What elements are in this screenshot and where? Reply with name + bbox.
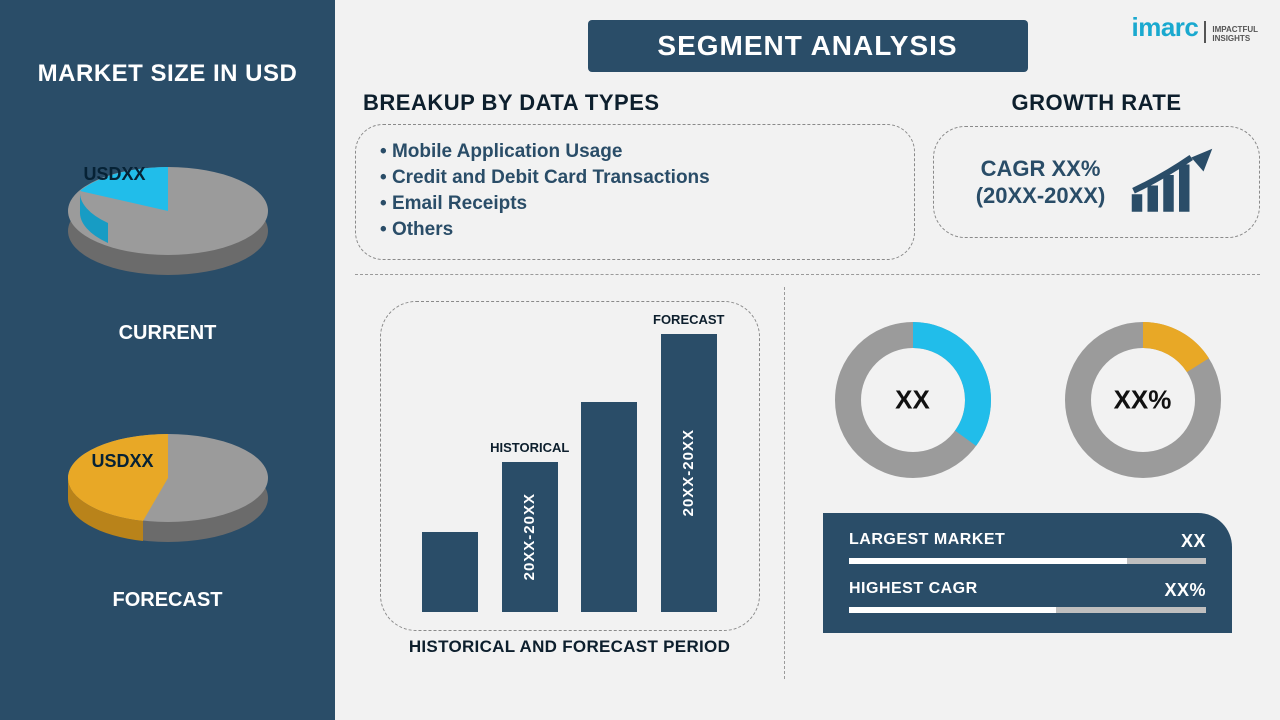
growth-rate-text: CAGR XX%(20XX-20XX) [976, 155, 1106, 210]
list-item: Email Receipts [380, 191, 890, 217]
left-panel: MARKET SIZE IN USD USDXX CURRENT USDXX F… [0, 0, 335, 720]
pie-forecast-caption: FORECAST [113, 589, 223, 612]
market-size-title: MARKET SIZE IN USD [38, 60, 298, 88]
info-row-cagr: HIGHEST CAGR XX% [849, 580, 1206, 613]
list-item: Others [380, 217, 890, 243]
bar: 20XX-20XX [661, 334, 717, 612]
bar [581, 402, 637, 612]
data-types-list: Mobile Application Usage Credit and Debi… [380, 139, 890, 243]
info-value: XX% [1164, 580, 1206, 601]
info-row-largest: LARGEST MARKET XX [849, 531, 1206, 564]
right-panel: imarc IMPACTFULINSIGHTS SEGMENT ANALYSIS… [335, 0, 1280, 720]
growth-rate-card: CAGR XX%(20XX-20XX) [933, 126, 1260, 238]
segment-analysis-banner: SEGMENT ANALYSIS [588, 20, 1028, 72]
donut-right-value: XX% [1114, 385, 1172, 416]
growth-rate-title: GROWTH RATE [933, 90, 1260, 116]
divider [355, 274, 1260, 275]
pie-current-caption: CURRENT [119, 322, 217, 345]
logo-divider [1204, 21, 1206, 43]
logo-brand: imarc [1131, 12, 1198, 43]
bar-top-label: FORECAST [653, 312, 725, 327]
info-bar-fill [849, 607, 1056, 613]
list-item: Credit and Debit Card Transactions [380, 165, 890, 191]
list-item: Mobile Application Usage [380, 139, 890, 165]
pie-current-value: USDXX [84, 164, 146, 185]
donut-left-value: XX [895, 385, 930, 416]
bar-chart: HISTORICAL 20XX-20XX FORECAST 20XX-20XX [380, 301, 760, 631]
pie-forecast-value: USDXX [92, 451, 154, 472]
bottom-right-section: XX XX% LARGEST MARKET XX HIGHE [785, 287, 1260, 679]
pie-forecast: USDXX [38, 385, 298, 585]
bar [422, 532, 478, 612]
logo: imarc IMPACTFULINSIGHTS [1131, 12, 1258, 43]
donut-row: XX XX% [823, 315, 1232, 485]
info-bar-fill [849, 558, 1127, 564]
bar: 20XX-20XX [502, 462, 558, 612]
bar-top-label: HISTORICAL [490, 440, 569, 455]
top-row: BREAKUP BY DATA TYPES Mobile Application… [355, 90, 1260, 260]
historical-forecast-section: HISTORICAL 20XX-20XX FORECAST 20XX-20XX HIS… [355, 287, 785, 679]
logo-tagline: IMPACTFULINSIGHTS [1212, 26, 1258, 43]
data-types-card: Mobile Application Usage Credit and Debi… [355, 124, 915, 260]
info-label: HIGHEST CAGR [849, 580, 978, 601]
pie-current: USDXX [38, 118, 298, 318]
breakup-title: BREAKUP BY DATA TYPES [363, 90, 915, 116]
donut-highest-cagr: XX% [1058, 315, 1228, 485]
info-label: LARGEST MARKET [849, 531, 1005, 552]
bottom-row: HISTORICAL 20XX-20XX FORECAST 20XX-20XX HIS… [355, 287, 1260, 679]
donut-largest-market: XX [828, 315, 998, 485]
hfp-caption: HISTORICAL AND FORECAST PERIOD [409, 637, 730, 657]
info-panel: LARGEST MARKET XX HIGHEST CAGR XX% [823, 513, 1232, 633]
info-value: XX [1181, 531, 1206, 552]
growth-arrow-icon [1127, 147, 1217, 217]
